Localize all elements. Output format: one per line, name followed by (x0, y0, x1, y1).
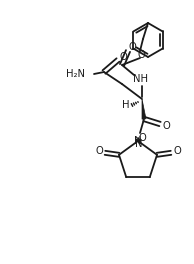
Text: O: O (137, 50, 145, 60)
Text: O: O (138, 133, 146, 143)
Text: O: O (119, 52, 127, 62)
Text: H₂N: H₂N (66, 69, 85, 79)
Text: O: O (95, 146, 103, 156)
Text: O: O (128, 42, 136, 52)
Text: H: H (122, 100, 130, 110)
Text: O: O (173, 146, 181, 156)
Text: N: N (134, 136, 142, 146)
Polygon shape (142, 99, 146, 119)
Text: N: N (135, 139, 143, 149)
Text: NH: NH (133, 74, 147, 84)
Text: O: O (162, 121, 170, 131)
